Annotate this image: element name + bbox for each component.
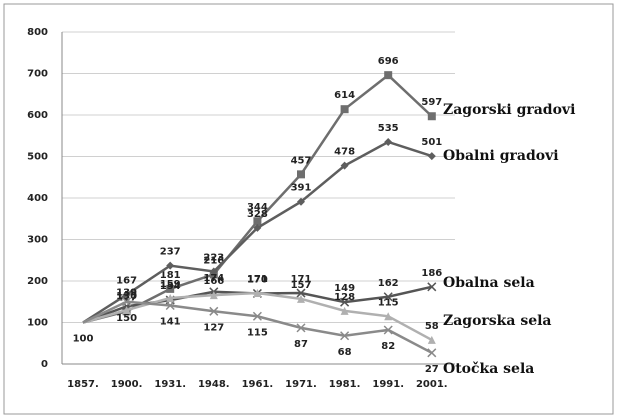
marker: [297, 170, 305, 179]
marker: [384, 312, 393, 321]
value-label: 141: [160, 316, 181, 327]
x-tick-label: 2001.: [416, 379, 448, 390]
marker: [297, 197, 305, 206]
marker: [383, 325, 393, 335]
value-label: 167: [116, 276, 137, 287]
y-tick-label: 600: [27, 110, 48, 121]
marker: [384, 71, 393, 80]
marker: [296, 288, 306, 298]
value-label: 166: [203, 276, 224, 287]
marker: [427, 112, 436, 121]
value-label: 535: [378, 123, 399, 134]
y-tick-label: 0: [41, 359, 48, 370]
value-label: 157: [291, 280, 312, 291]
y-tick-label: 700: [27, 69, 48, 80]
value-label: 170: [247, 274, 268, 285]
marker: [165, 300, 175, 311]
value-label: 139: [116, 287, 137, 298]
legend-label: Zagorski gradovi: [443, 102, 575, 118]
y-tick-label: 200: [27, 276, 48, 287]
value-label: 68: [338, 347, 352, 358]
x-tick-label: 1981.: [329, 379, 361, 390]
marker: [427, 348, 437, 358]
marker: [296, 323, 306, 333]
marker: [384, 137, 393, 146]
value-label: 82: [381, 341, 395, 352]
value-label: 27: [425, 364, 439, 375]
value-label: 87: [294, 339, 308, 350]
marker: [427, 152, 436, 161]
y-tick-label: 500: [27, 152, 48, 163]
value-label: 171: [247, 274, 268, 285]
value-label: 162: [378, 278, 399, 289]
value-label: 149: [334, 283, 355, 294]
value-label: 614: [334, 90, 355, 101]
y-tick-label: 800: [27, 27, 48, 38]
value-label: 478: [334, 147, 355, 158]
marker: [340, 331, 350, 341]
value-label: 115: [247, 327, 268, 338]
marker: [340, 297, 350, 307]
marker: [253, 289, 262, 298]
value-label: 186: [421, 268, 442, 279]
marker: [253, 223, 262, 232]
marker: [253, 217, 262, 226]
legend-label: Otočka sela: [443, 361, 534, 377]
marker: [427, 335, 436, 344]
value-label: 171: [291, 274, 312, 285]
x-tick-label: 1857.: [67, 379, 99, 390]
marker: [166, 261, 175, 270]
value-label: 127: [203, 322, 224, 333]
marker: [340, 105, 349, 114]
value-label: 58: [425, 321, 439, 332]
x-tick-label: 1991.: [372, 379, 404, 390]
value-label: 344: [247, 202, 268, 213]
y-tick-label: 100: [27, 318, 48, 329]
marker: [340, 306, 349, 315]
marker: [166, 294, 175, 303]
value-label: 174: [203, 273, 224, 284]
y-tick-label: 300: [27, 235, 48, 246]
value-label: 328: [247, 209, 268, 220]
value-label: 457: [291, 155, 312, 166]
value-label: 128: [334, 292, 355, 303]
value-label: 391: [291, 183, 312, 194]
marker: [166, 284, 175, 293]
chart-border: [3, 3, 614, 415]
value-label: 100: [73, 334, 94, 345]
marker: [427, 282, 437, 292]
value-label: 597: [421, 97, 442, 108]
x-tick-label: 1948.: [198, 379, 230, 390]
value-label: 696: [378, 56, 399, 67]
legend-label: Obalni gradovi: [443, 148, 559, 164]
value-label: 159: [160, 279, 181, 290]
value-label: 181: [160, 270, 181, 281]
value-label: 150: [116, 313, 137, 324]
marker: [209, 306, 219, 316]
value-label: 154: [160, 281, 181, 292]
y-tick-label: 400: [27, 193, 48, 204]
marker: [122, 297, 132, 307]
value-label: 223: [203, 252, 224, 263]
marker: [122, 306, 131, 315]
marker: [209, 291, 218, 300]
marker: [340, 161, 349, 170]
marker: [383, 292, 393, 302]
value-label: 216: [203, 255, 224, 266]
value-label: 501: [421, 137, 442, 148]
value-label: 115: [378, 297, 399, 308]
legend-label: Obalna sela: [443, 275, 535, 291]
marker: [122, 290, 131, 299]
x-tick-label: 1900.: [111, 379, 143, 390]
x-tick-label: 1961.: [242, 379, 274, 390]
marker: [209, 267, 218, 276]
x-tick-label: 1931.: [154, 379, 186, 390]
x-tick-label: 1971.: [285, 379, 317, 390]
legend-label: Zagorska sela: [443, 313, 552, 329]
value-label: 130: [116, 291, 137, 302]
marker: [297, 294, 305, 303]
value-label: 237: [160, 247, 181, 258]
marker: [252, 311, 262, 321]
